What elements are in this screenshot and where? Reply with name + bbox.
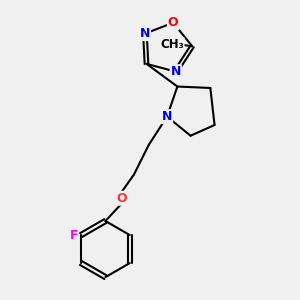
Text: N: N — [162, 110, 172, 123]
Text: F: F — [70, 229, 78, 242]
Text: O: O — [168, 16, 178, 29]
Text: N: N — [171, 65, 181, 78]
Text: N: N — [140, 27, 150, 40]
Text: CH₃: CH₃ — [160, 38, 184, 51]
Text: O: O — [116, 192, 127, 205]
